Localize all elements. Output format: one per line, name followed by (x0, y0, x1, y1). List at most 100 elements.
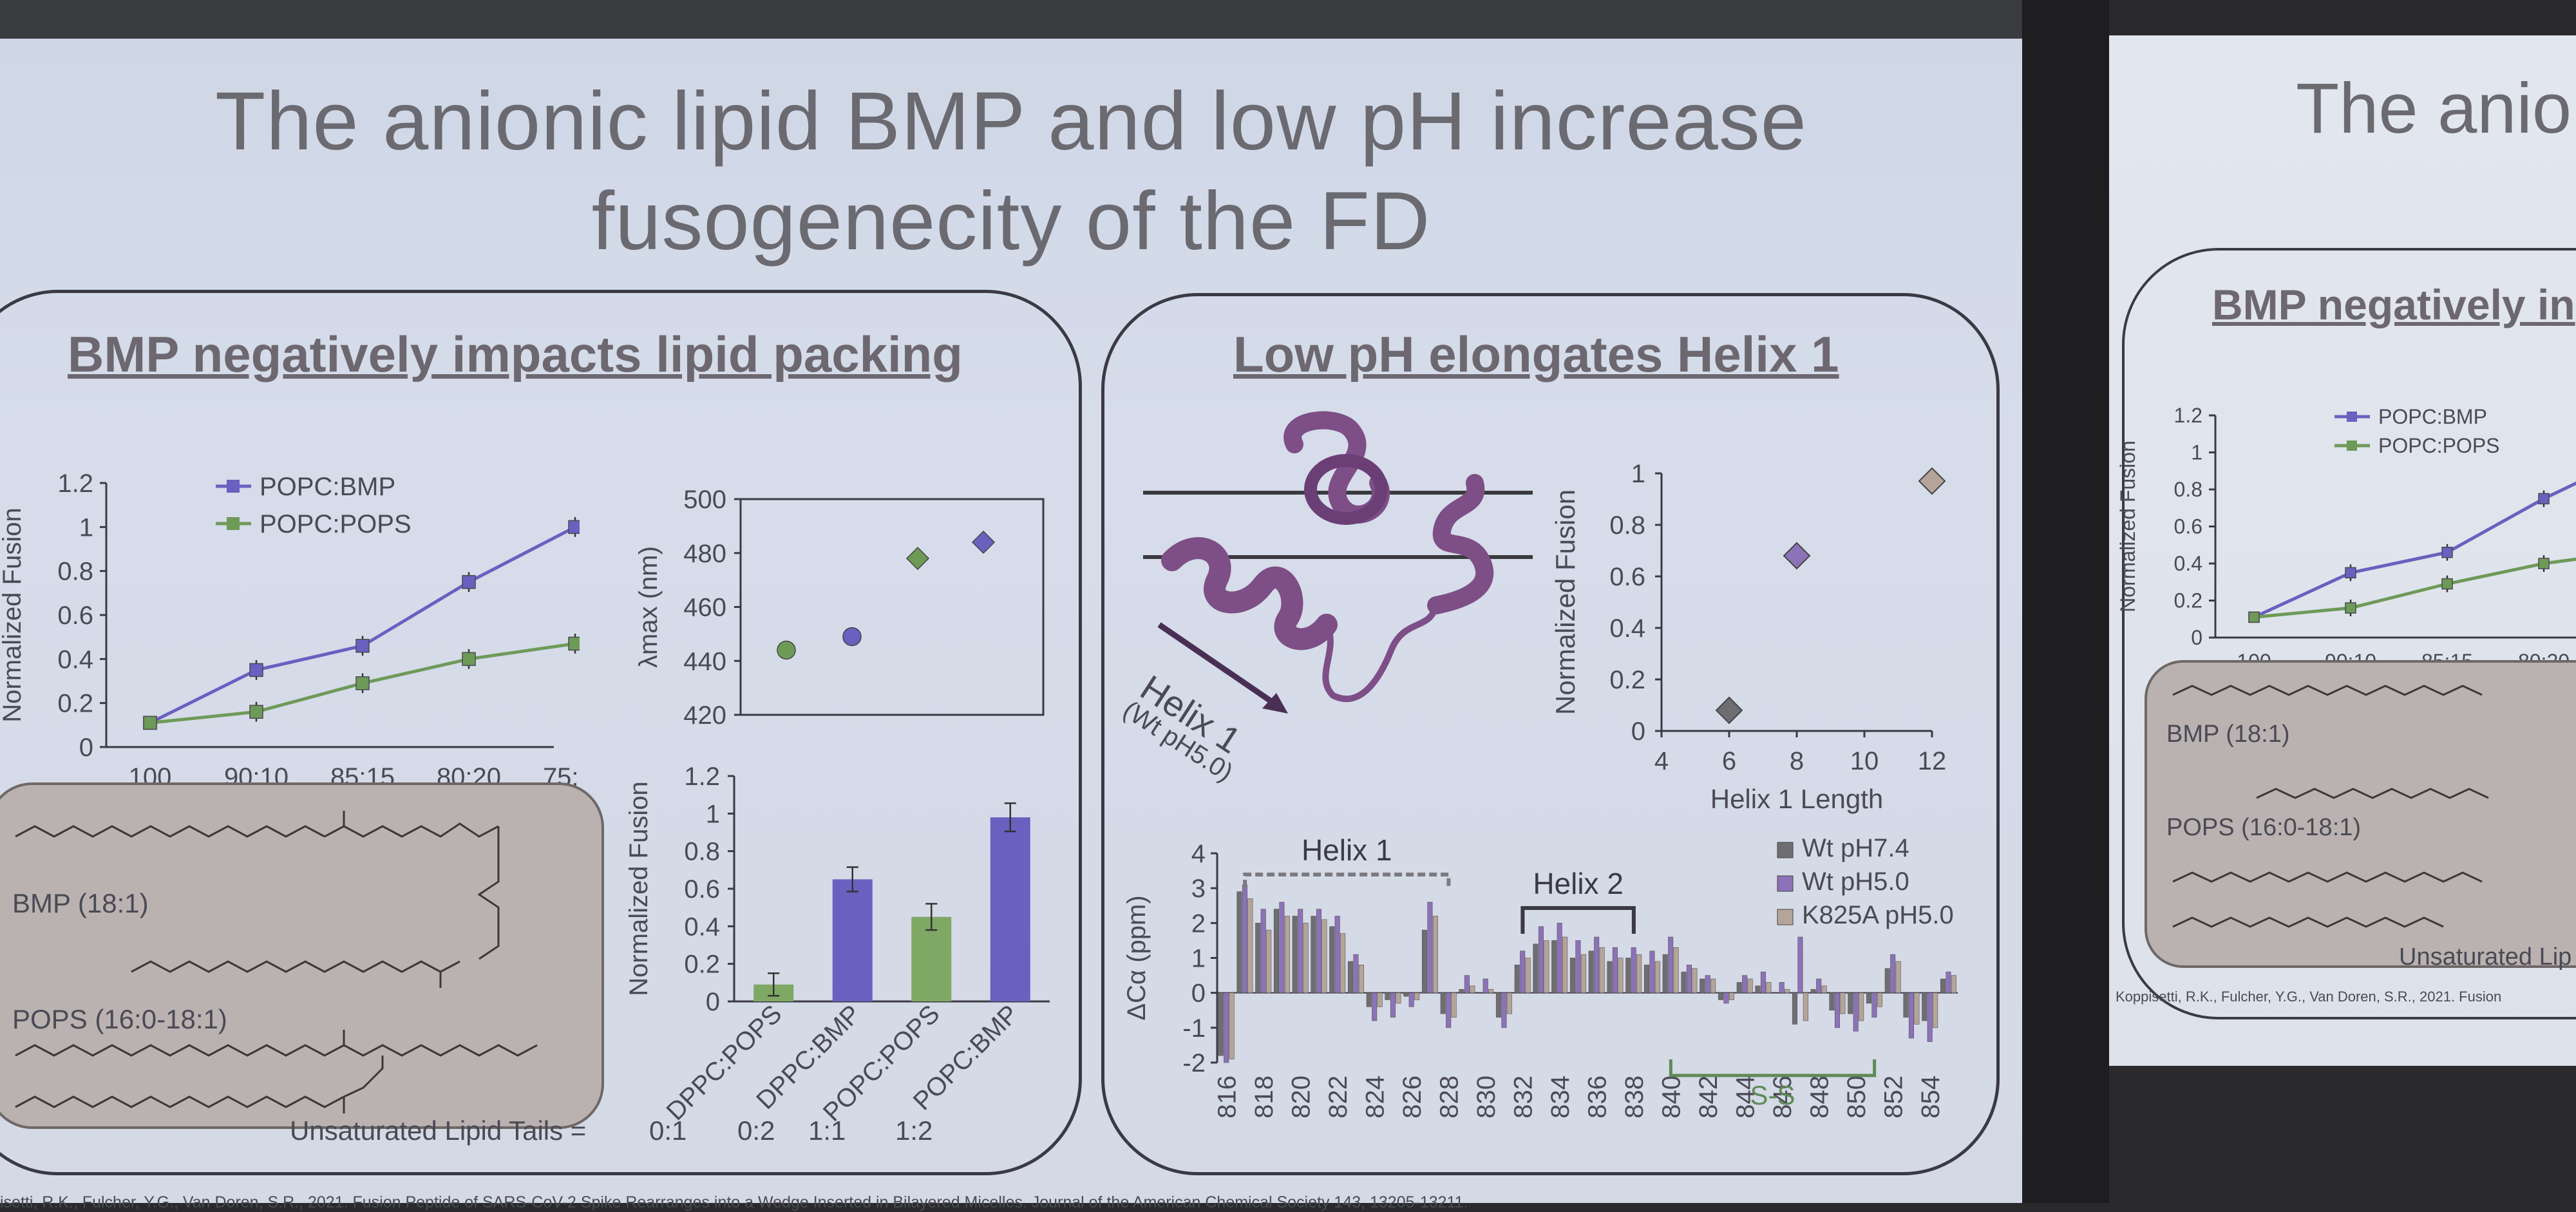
bar (1618, 958, 1624, 993)
bar (1705, 975, 1710, 993)
data-point (842, 627, 862, 647)
legend-marker (2347, 440, 2357, 451)
bar (1284, 916, 1290, 993)
y-tick-label: 1.2 (2174, 404, 2202, 427)
y-tick-label: 0.6 (684, 875, 720, 904)
x-tick-label: 818 (1250, 1075, 1278, 1119)
y-tick-label: 1 (706, 800, 720, 828)
legend-label: POPC:BMP (2378, 405, 2487, 428)
bar (1403, 992, 1409, 997)
y-axis-label: λmax (nm) (634, 546, 663, 668)
bar (1723, 992, 1729, 1004)
bar (1821, 985, 1827, 993)
y-tick-label: 0 (706, 988, 720, 1016)
data-point (2345, 567, 2356, 579)
y-tick-label: 0.8 (57, 558, 93, 586)
bar (1292, 916, 1298, 993)
legend-label: Wt pH7.4 (1802, 834, 1909, 862)
bar (1273, 909, 1280, 993)
bar (1506, 992, 1512, 1014)
data-point (2538, 558, 2550, 569)
data-point (2441, 578, 2453, 590)
data-point (905, 547, 930, 571)
y-tick-label: 0.2 (2174, 589, 2202, 612)
x-tick-label: 820 (1287, 1075, 1315, 1119)
bar (1755, 985, 1761, 993)
y-tick-label: 0.6 (2174, 515, 2202, 538)
slide-title-line1: The anionic lipid BMP and low pH increas… (215, 75, 1807, 167)
unsaturated-tails-label: Unsaturated Lipid Tails = (290, 1115, 587, 1146)
bar (1803, 992, 1808, 1021)
bar (1533, 943, 1539, 993)
helix1-annotation: Helix 1 (1302, 833, 1392, 867)
data-point (462, 575, 476, 589)
y-axis-label: Normalized Fusion (0, 507, 26, 722)
bar (1501, 992, 1507, 1028)
x-tick-label: 852 (1879, 1075, 1908, 1119)
left-panel-title: BMP negatively impacts lipid packing (68, 326, 963, 383)
data-point (971, 530, 996, 554)
bar (1853, 992, 1859, 1032)
adjacent-lipid-drawing (2172, 685, 2489, 928)
x-tick-label: 838 (1620, 1075, 1649, 1119)
y-tick-label: 0.8 (684, 838, 720, 866)
bar (1922, 992, 1927, 1021)
adjacent-panel (2122, 248, 2576, 1019)
data-point (1783, 542, 1811, 570)
unsat-ratio-4: 1:2 (895, 1115, 933, 1146)
data-point (355, 676, 370, 690)
bar (1736, 982, 1742, 993)
adjacent-pops-label: POPS (16:0-18:1) (2166, 814, 2362, 841)
bar (1562, 936, 1568, 993)
bmp-label: BMP (18:1) (12, 888, 149, 918)
bar (1321, 919, 1327, 993)
fusion-line-chart: 00.20.40.60.811.210090:1085:1580:2075:25… (0, 469, 580, 791)
bar (1779, 982, 1785, 993)
bar (1347, 961, 1354, 993)
legend-swatch (1777, 875, 1794, 892)
y-tick-label: 0.2 (1609, 666, 1645, 694)
bar (1631, 947, 1636, 993)
lambda-max-scatter: 420 440 460 480 500 λmax (nm) (634, 486, 1045, 730)
bar (1372, 992, 1378, 1021)
bar (1654, 961, 1660, 993)
data-point (568, 636, 580, 651)
bar (1649, 951, 1655, 993)
bar (1520, 951, 1526, 993)
bar (1834, 992, 1840, 1028)
y-tick-label: 0.2 (684, 951, 720, 979)
bar (1229, 992, 1235, 1059)
helix-length-scatter: 0 0.2 0.4 0.6 0.8 1 4 6 8 10 12 Helix 1 Length Norma… (1550, 460, 1946, 814)
bar (1933, 992, 1938, 1028)
legend-swatch (1777, 842, 1794, 858)
bar (1385, 992, 1390, 1000)
x-tick-label: 824 (1361, 1075, 1389, 1119)
bar (1311, 916, 1316, 993)
adjacent-slide: The anio BMP negatively in 0 0.2 0.4 0.6 0.8… (2109, 35, 2576, 1066)
bar (1908, 992, 1914, 1039)
bar (1700, 978, 1705, 993)
disulfide-annotation: S-S (1750, 1080, 1795, 1110)
bar (1816, 978, 1822, 993)
bar (1334, 916, 1340, 993)
bar (1488, 989, 1494, 993)
bar (1643, 965, 1650, 993)
bar (1279, 902, 1285, 993)
y-tick-label: 0 (1631, 717, 1645, 746)
bar (1329, 926, 1335, 993)
data-point (2248, 611, 2260, 623)
adjacent-panel-title: BMP negatively in (2212, 281, 2575, 328)
helix2-annotation: Helix 2 (1533, 867, 1624, 900)
y-tick-label: 0.4 (1609, 614, 1645, 643)
legend-swatch (1777, 909, 1794, 925)
bar (1760, 971, 1766, 993)
unsat-ratio-2: 0:2 (737, 1115, 775, 1146)
data-point (462, 652, 476, 667)
slide-title-line2: fusogenecity of the FD (591, 175, 1431, 267)
x-tick-label: 828 (1435, 1075, 1463, 1119)
y-axis-label: Normalized Fusion (625, 781, 653, 996)
unsat-ratio-3: 1:1 (808, 1115, 846, 1146)
bar (1692, 968, 1698, 993)
y-tick-label: 0.4 (684, 913, 720, 941)
legend-marker (227, 517, 240, 530)
